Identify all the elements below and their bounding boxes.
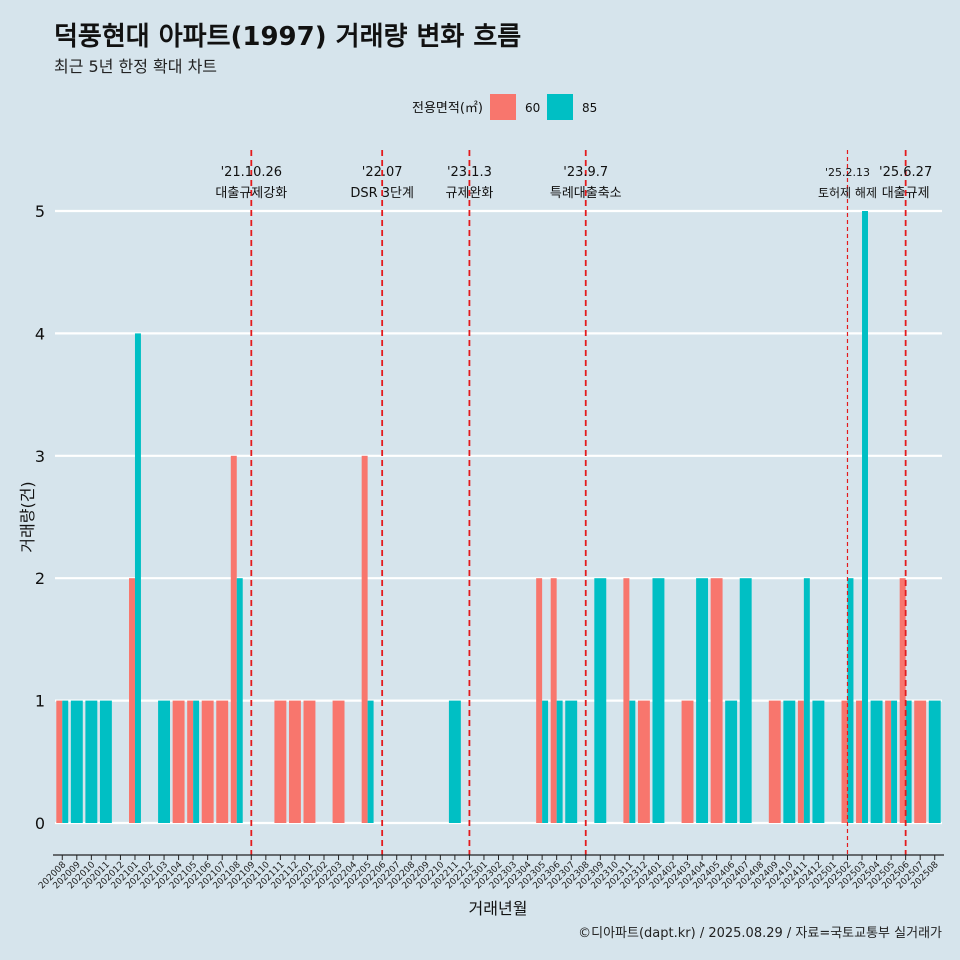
bar-85-202307	[565, 700, 578, 823]
y-axis-ticks: 0 1 2 3 4 5	[35, 202, 45, 833]
bar-60-202101	[129, 578, 135, 823]
legend-title: 전용면적(㎡)	[412, 101, 483, 116]
bar-85-202010	[85, 700, 98, 823]
bar-85-202205	[367, 700, 374, 823]
bar-60-202506	[899, 578, 906, 823]
bar-60-202111	[274, 700, 287, 823]
bar-85-202108	[236, 578, 243, 823]
bar-60-202306	[550, 578, 557, 823]
bar-85-202506	[905, 700, 912, 823]
bar-85-202101	[134, 333, 141, 823]
bar-85-202011	[99, 700, 112, 823]
bar-85-202502	[847, 578, 854, 823]
bar-60-202411	[797, 700, 804, 823]
event-label-1: DSR 3단계	[350, 186, 414, 201]
y-tick-label-3: 3	[35, 447, 45, 466]
bar-60-202112	[288, 700, 301, 823]
bar-60-202502	[841, 700, 848, 823]
event-lines: '21.10.26 대출규제강화 '22.07 DSR 3단계 '23.1.3 규제완화 '…	[215, 150, 932, 855]
bar-85-202103	[158, 700, 171, 823]
bar-60-202203	[332, 700, 345, 823]
bar-60-202505	[885, 700, 892, 823]
bar-85-202401	[652, 578, 665, 823]
bar-60-202104	[172, 700, 185, 823]
bar-60-202305	[536, 578, 543, 823]
event-date-0: '21.10.26	[221, 165, 282, 180]
legend: 전용면적(㎡) 60 85	[412, 94, 597, 120]
bar-60-202205	[361, 455, 368, 823]
bar-60-202405	[710, 578, 723, 823]
bar-60-202008	[56, 700, 63, 823]
legend-swatch-85	[547, 94, 573, 120]
bar-85-202305	[542, 700, 549, 823]
bar-60-202312	[637, 700, 650, 823]
bar-85-202504	[870, 700, 883, 823]
bar-60-202503	[856, 700, 863, 823]
y-axis-title: 거래량(건)	[18, 481, 37, 552]
bar-60-202311	[623, 578, 630, 823]
bar-85-202508	[928, 700, 941, 823]
event-date-4: '25.2.13	[825, 166, 870, 179]
bar-60-202201	[303, 700, 316, 823]
event-date-1: '22.07	[362, 165, 403, 180]
bar-85-202311	[629, 700, 636, 823]
y-tick-label-5: 5	[35, 202, 45, 221]
bar-85-202503	[862, 211, 868, 823]
y-tick-label-1: 1	[35, 692, 45, 711]
source-credit: ©디아파트(dapt.kr) / 2025.08.29 / 자료=국토교통부 실…	[578, 926, 942, 941]
bar-85-202410	[783, 700, 796, 823]
bar-60-202507	[914, 700, 927, 823]
bars	[56, 211, 941, 823]
legend-label-85: 85	[582, 101, 597, 115]
bar-85-202505	[891, 700, 898, 823]
bar-85-202211	[448, 700, 461, 823]
y-tick-label-0: 0	[35, 814, 45, 833]
chart-title: 덕풍현대 아파트(1997) 거래량 변화 흐름	[54, 22, 522, 52]
legend-swatch-60	[490, 94, 516, 120]
bar-60-202105	[187, 700, 194, 823]
bar-60-202409	[768, 700, 781, 823]
x-axis-title: 거래년월	[469, 899, 528, 918]
event-label-2: 규제완화	[445, 186, 493, 201]
bar-85-202404	[696, 578, 709, 823]
event-label-3: 특례대출축소	[550, 186, 622, 201]
bar-60-202108	[230, 455, 237, 823]
event-date-2: '23.1.3	[447, 165, 492, 180]
event-label-0: 대출규제강화	[215, 186, 287, 201]
bar-85-202306	[556, 700, 563, 823]
bar-85-202009	[70, 700, 83, 823]
y-tick-label-4: 4	[35, 324, 45, 343]
event-label-4: 토허제 해제	[818, 186, 877, 200]
x-axis: 2020082020092020102020112020122021012021…	[37, 854, 944, 891]
chart-subtitle: 최근 5년 한정 확대 차트	[54, 57, 218, 76]
bar-60-202106	[201, 700, 214, 823]
event-label-5: 대출규제	[882, 186, 930, 201]
event-date-5: '25.6.27	[879, 165, 932, 180]
bar-85-202008	[62, 700, 69, 823]
bar-60-202403	[681, 700, 694, 823]
bar-85-202407	[739, 578, 752, 823]
event-date-3: '23.9.7	[563, 165, 608, 180]
bar-85-202411	[803, 578, 810, 823]
bar-60-202107	[216, 700, 229, 823]
bar-85-202105	[193, 700, 200, 823]
bar-85-202412	[812, 700, 825, 823]
legend-label-60: 60	[525, 101, 540, 115]
y-tick-label-2: 2	[35, 569, 45, 588]
bar-85-202309	[594, 578, 607, 823]
bar-85-202406	[725, 700, 738, 823]
